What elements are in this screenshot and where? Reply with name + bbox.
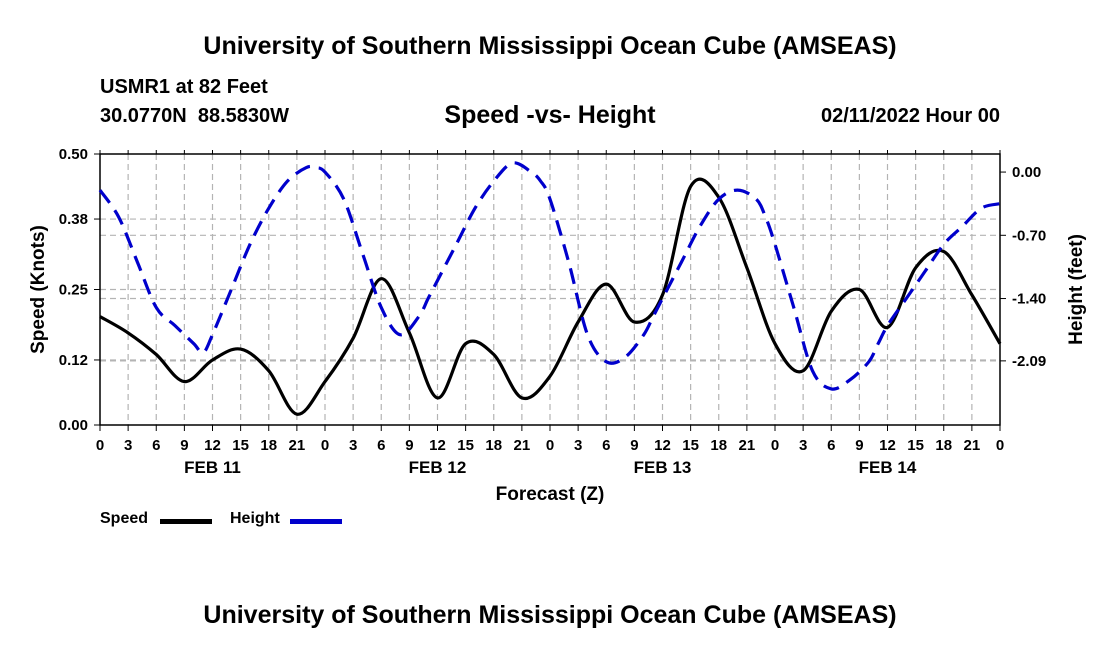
x-tick-label: 18 — [260, 437, 277, 454]
x-tick-label: 3 — [124, 437, 132, 454]
coordinates-label: 30.0770N 88.5830W — [100, 105, 290, 127]
date-label: FEB 12 — [409, 458, 467, 477]
height-series-line — [98, 161, 1001, 391]
chart-axes — [94, 150, 1006, 431]
y2-tick-label: -1.40 — [1012, 291, 1046, 308]
y-axis-title: Speed (Knots) — [28, 225, 49, 354]
legend-height-swatch — [290, 519, 342, 524]
y-tick-label: 0.38 — [59, 211, 88, 228]
date-label: FEB 11 — [184, 458, 241, 477]
x-tick-label: 9 — [405, 437, 413, 454]
x-tick-label: 6 — [152, 437, 160, 454]
x-tick-label: 21 — [964, 437, 981, 454]
station-label: USMR1 at 82 Feet — [100, 76, 268, 98]
chart-subtitle: Speed -vs- Height — [444, 101, 656, 129]
x-tick-label: 3 — [574, 437, 582, 454]
x-tick-label: 9 — [855, 437, 863, 454]
forecast-datetime: 02/11/2022 Hour 00 — [820, 105, 1000, 127]
x-tick-label: 9 — [630, 437, 638, 454]
x-tick-label: 21 — [514, 437, 531, 454]
x-tick-label: 15 — [907, 437, 924, 454]
x-axis-title: Forecast (Z) — [496, 484, 605, 505]
legend-height-label: Height — [230, 510, 280, 527]
x-tick-label: 21 — [289, 437, 306, 454]
x-tick-label: 9 — [180, 437, 188, 454]
y2-axis-title: Height (feet) — [1066, 234, 1087, 345]
y2-tick-label: 0.00 — [1012, 164, 1041, 181]
chart-series — [98, 161, 1002, 416]
legend-speed-swatch — [160, 519, 212, 524]
y-tick-label: 0.25 — [59, 282, 88, 299]
x-tick-label: 3 — [799, 437, 807, 454]
x-tick-label: 0 — [771, 437, 779, 454]
x-tick-label: 0 — [96, 437, 104, 454]
y-tick-label: 0.12 — [59, 352, 88, 369]
x-tick-label: 3 — [349, 437, 357, 454]
x-tick-label: 21 — [739, 437, 756, 454]
x-tick-label: 0 — [321, 437, 329, 454]
x-tick-label: 18 — [935, 437, 952, 454]
x-tick-label: 15 — [457, 437, 474, 454]
x-tick-label: 12 — [429, 437, 446, 454]
date-label: FEB 14 — [859, 458, 917, 477]
chart-title: University of Southern Mississippi Ocean… — [203, 32, 897, 60]
y2-tick-label: -0.70 — [1012, 227, 1046, 244]
x-tick-label: 18 — [710, 437, 727, 454]
plot-frame — [99, 153, 1001, 426]
y-tick-label: 0.50 — [59, 146, 88, 163]
grid-lines — [100, 154, 1000, 425]
x-tick-label: 12 — [204, 437, 221, 454]
x-tick-label: 6 — [602, 437, 610, 454]
y-tick-label: 0.00 — [59, 417, 88, 434]
x-tick-label: 12 — [879, 437, 896, 454]
x-tick-label: 15 — [682, 437, 699, 454]
x-tick-label: 12 — [654, 437, 671, 454]
axis-labels: 0 3 6 9 12 15 18 21 0 3 6 9 12 15 18 21 0 3 6 9 12 15 18 21 0 3 6 9… — [28, 146, 1087, 505]
x-tick-label: 18 — [485, 437, 502, 454]
legend-speed-label: Speed — [100, 510, 149, 527]
x-tick-label: 0 — [996, 437, 1004, 454]
footer-title: University of Southern Mississippi Ocean… — [203, 601, 897, 629]
speed-series-line — [99, 177, 1002, 416]
x-tick-label: 6 — [377, 437, 385, 454]
x-tick-label: 0 — [546, 437, 554, 454]
y2-tick-label: -2.09 — [1012, 353, 1046, 370]
date-label: FEB 13 — [634, 458, 692, 477]
x-tick-label: 6 — [827, 437, 835, 454]
x-tick-label: 15 — [232, 437, 249, 454]
